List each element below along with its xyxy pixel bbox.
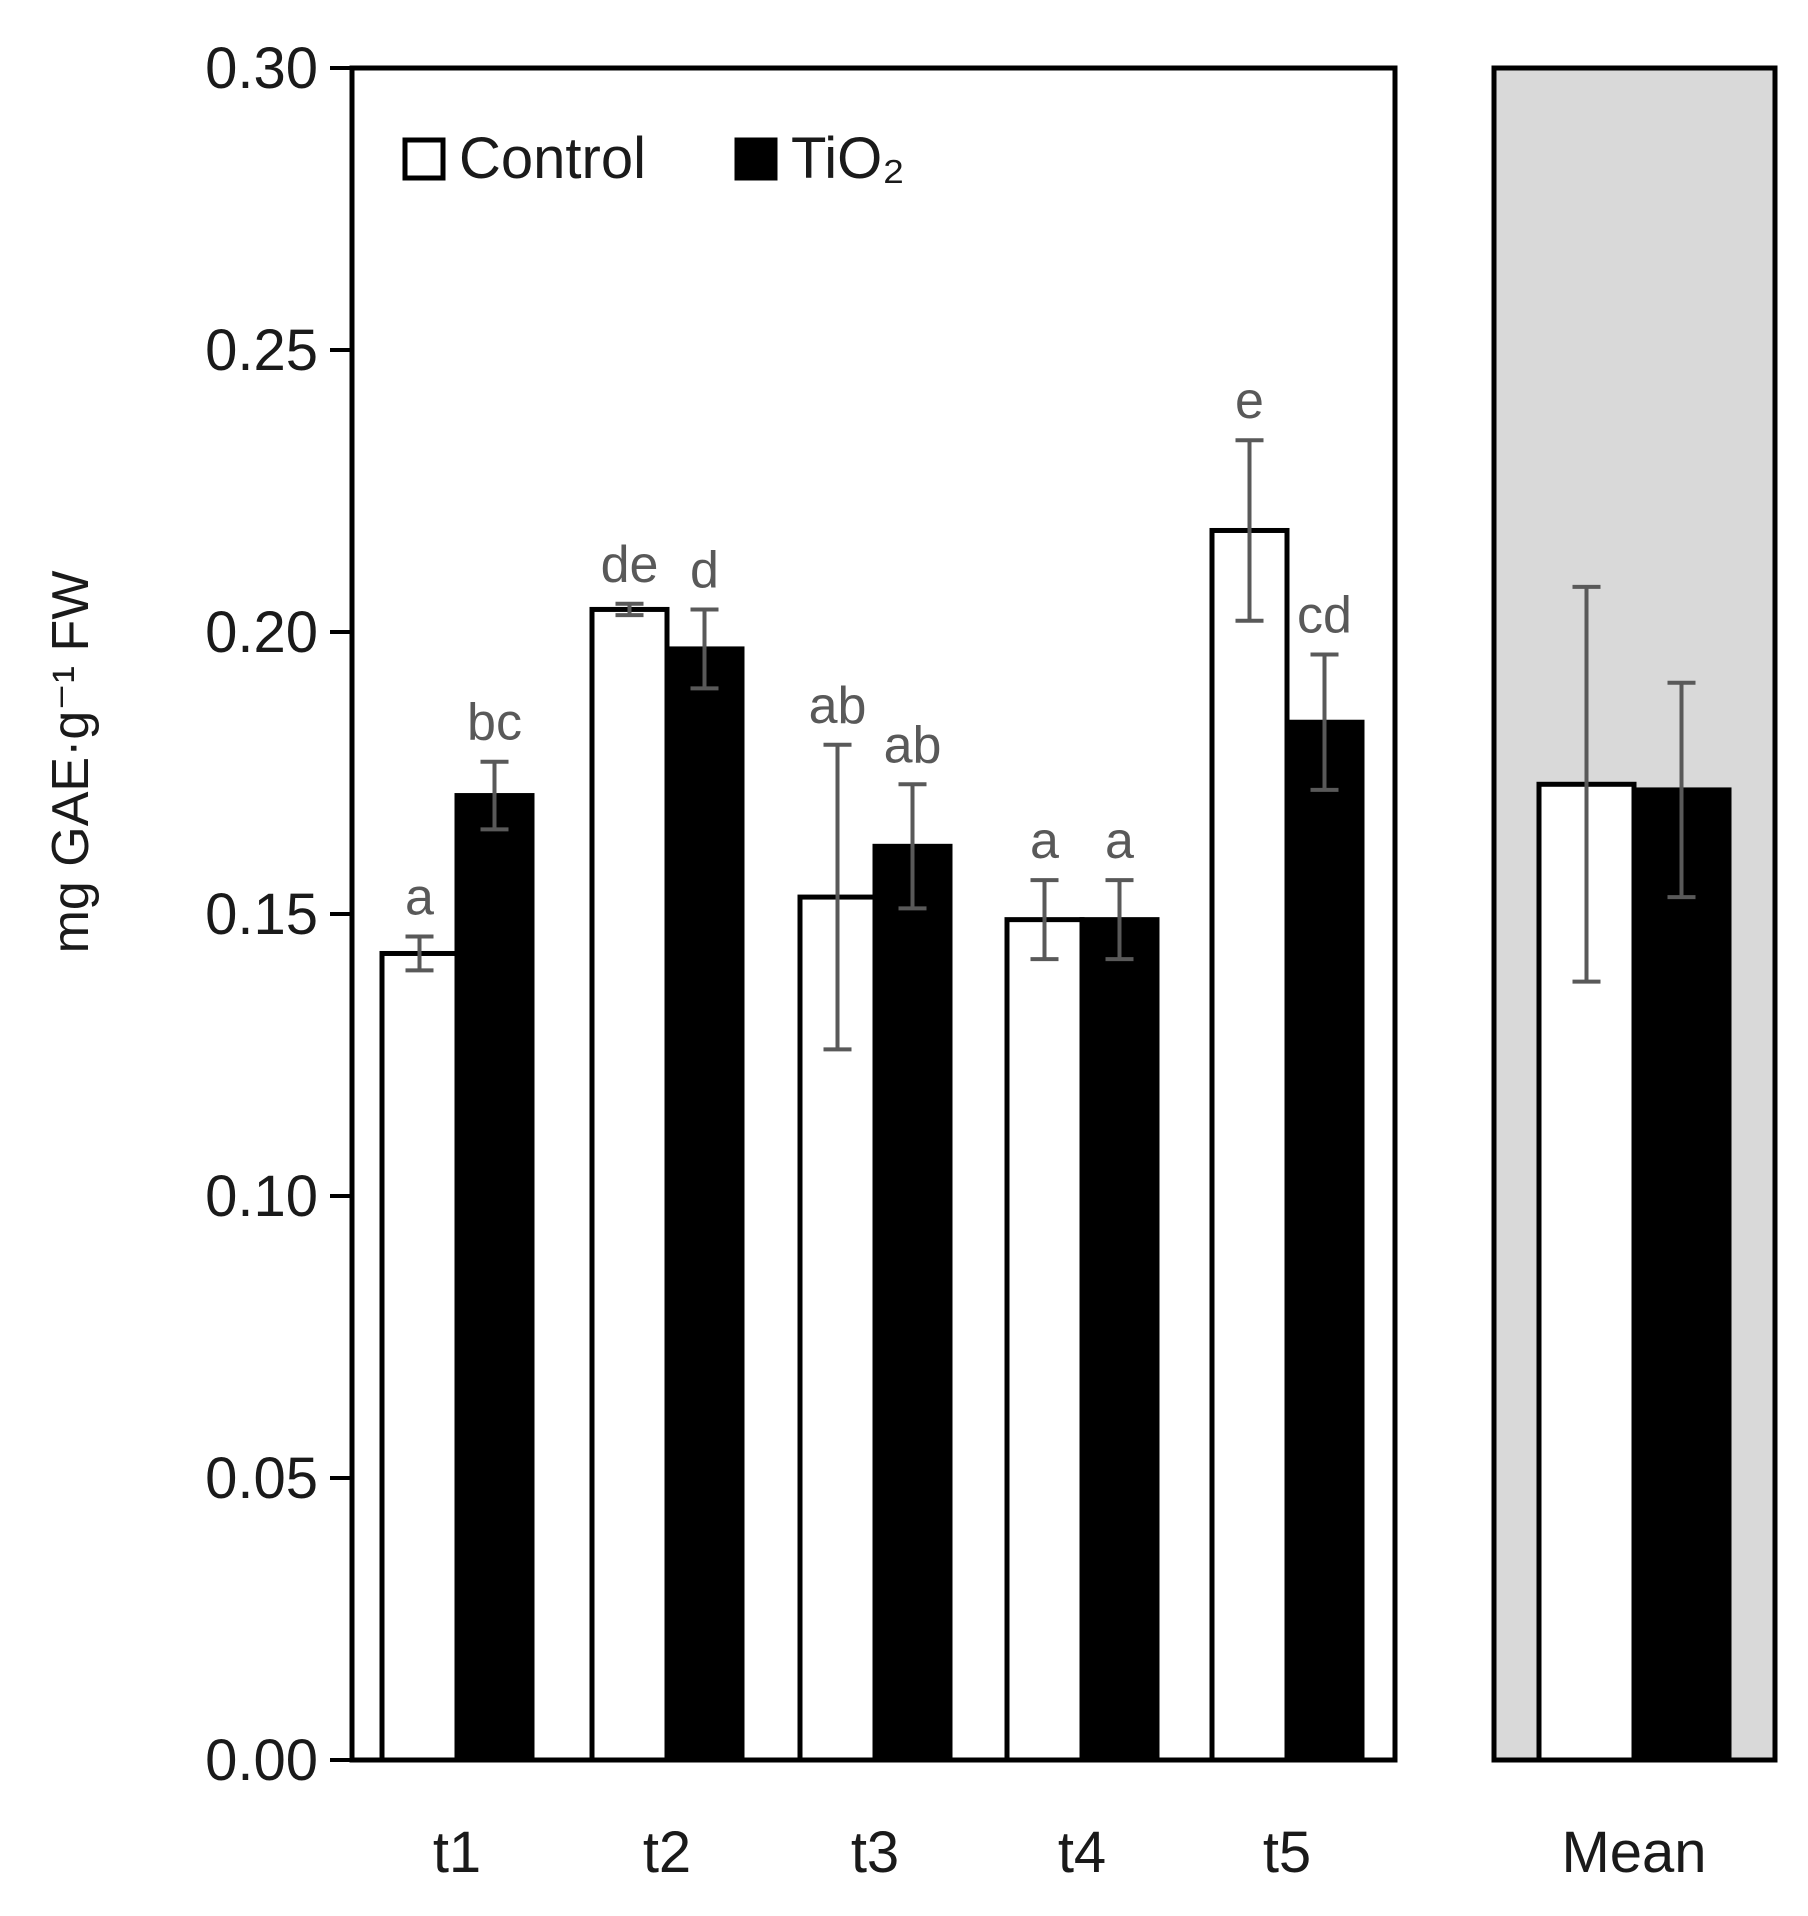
panel-frame-main [349,65,1398,1763]
y-tick-label: 0.10 [205,1164,318,1229]
legend-label-tio2: TiO₂ [791,126,905,191]
significance-letter: ab [884,716,942,774]
significance-letter: d [690,541,719,599]
bar-tio2-t5 [1284,719,1365,1763]
x-category-label-t5: t5 [1263,1820,1311,1885]
significance-letter: e [1235,372,1264,430]
bar-tio2-t2 [664,646,745,1763]
x-category-label-Mean: Mean [1561,1820,1706,1885]
significance-letter: bc [467,694,522,752]
bar-control-t4 [1004,917,1085,1763]
bar-control-t2 [589,606,670,1763]
legend-swatch-control [402,137,446,181]
bar-tio2-Mean [1631,787,1732,1763]
bar-control-t1 [379,950,460,1763]
x-category-label-t4: t4 [1058,1820,1106,1885]
legend-label-control: Control [459,126,646,191]
y-tick-label: 0.20 [205,600,318,665]
bar-tio2-t4 [1079,917,1160,1763]
panel-frame-mean [1491,65,1778,1763]
significance-letter: a [1030,812,1059,870]
significance-letter: de [601,536,659,594]
significance-letter: a [1105,812,1134,870]
legend-swatch-tio2 [734,137,778,181]
y-tick-label: 0.30 [205,36,318,101]
significance-letter: cd [1297,587,1352,645]
y-tick-label: 0.05 [205,1446,318,1511]
bar-tio2-t1 [454,793,535,1763]
x-category-label-t2: t2 [643,1820,691,1885]
bar-tio2-t3 [872,843,953,1763]
y-tick-label: 0.00 [205,1728,318,1793]
bar-control-t5 [1209,527,1290,1763]
significance-letter: ab [809,677,867,735]
significance-letter: a [405,869,434,927]
y-tick-label: 0.15 [205,882,318,947]
x-category-label-t3: t3 [851,1820,899,1885]
y-tick-label: 0.25 [205,318,318,383]
x-category-label-t1: t1 [433,1820,481,1885]
legend: Control TiO₂ [402,126,905,191]
y-axis-label: mg GAE·g⁻¹ FW [42,571,100,954]
